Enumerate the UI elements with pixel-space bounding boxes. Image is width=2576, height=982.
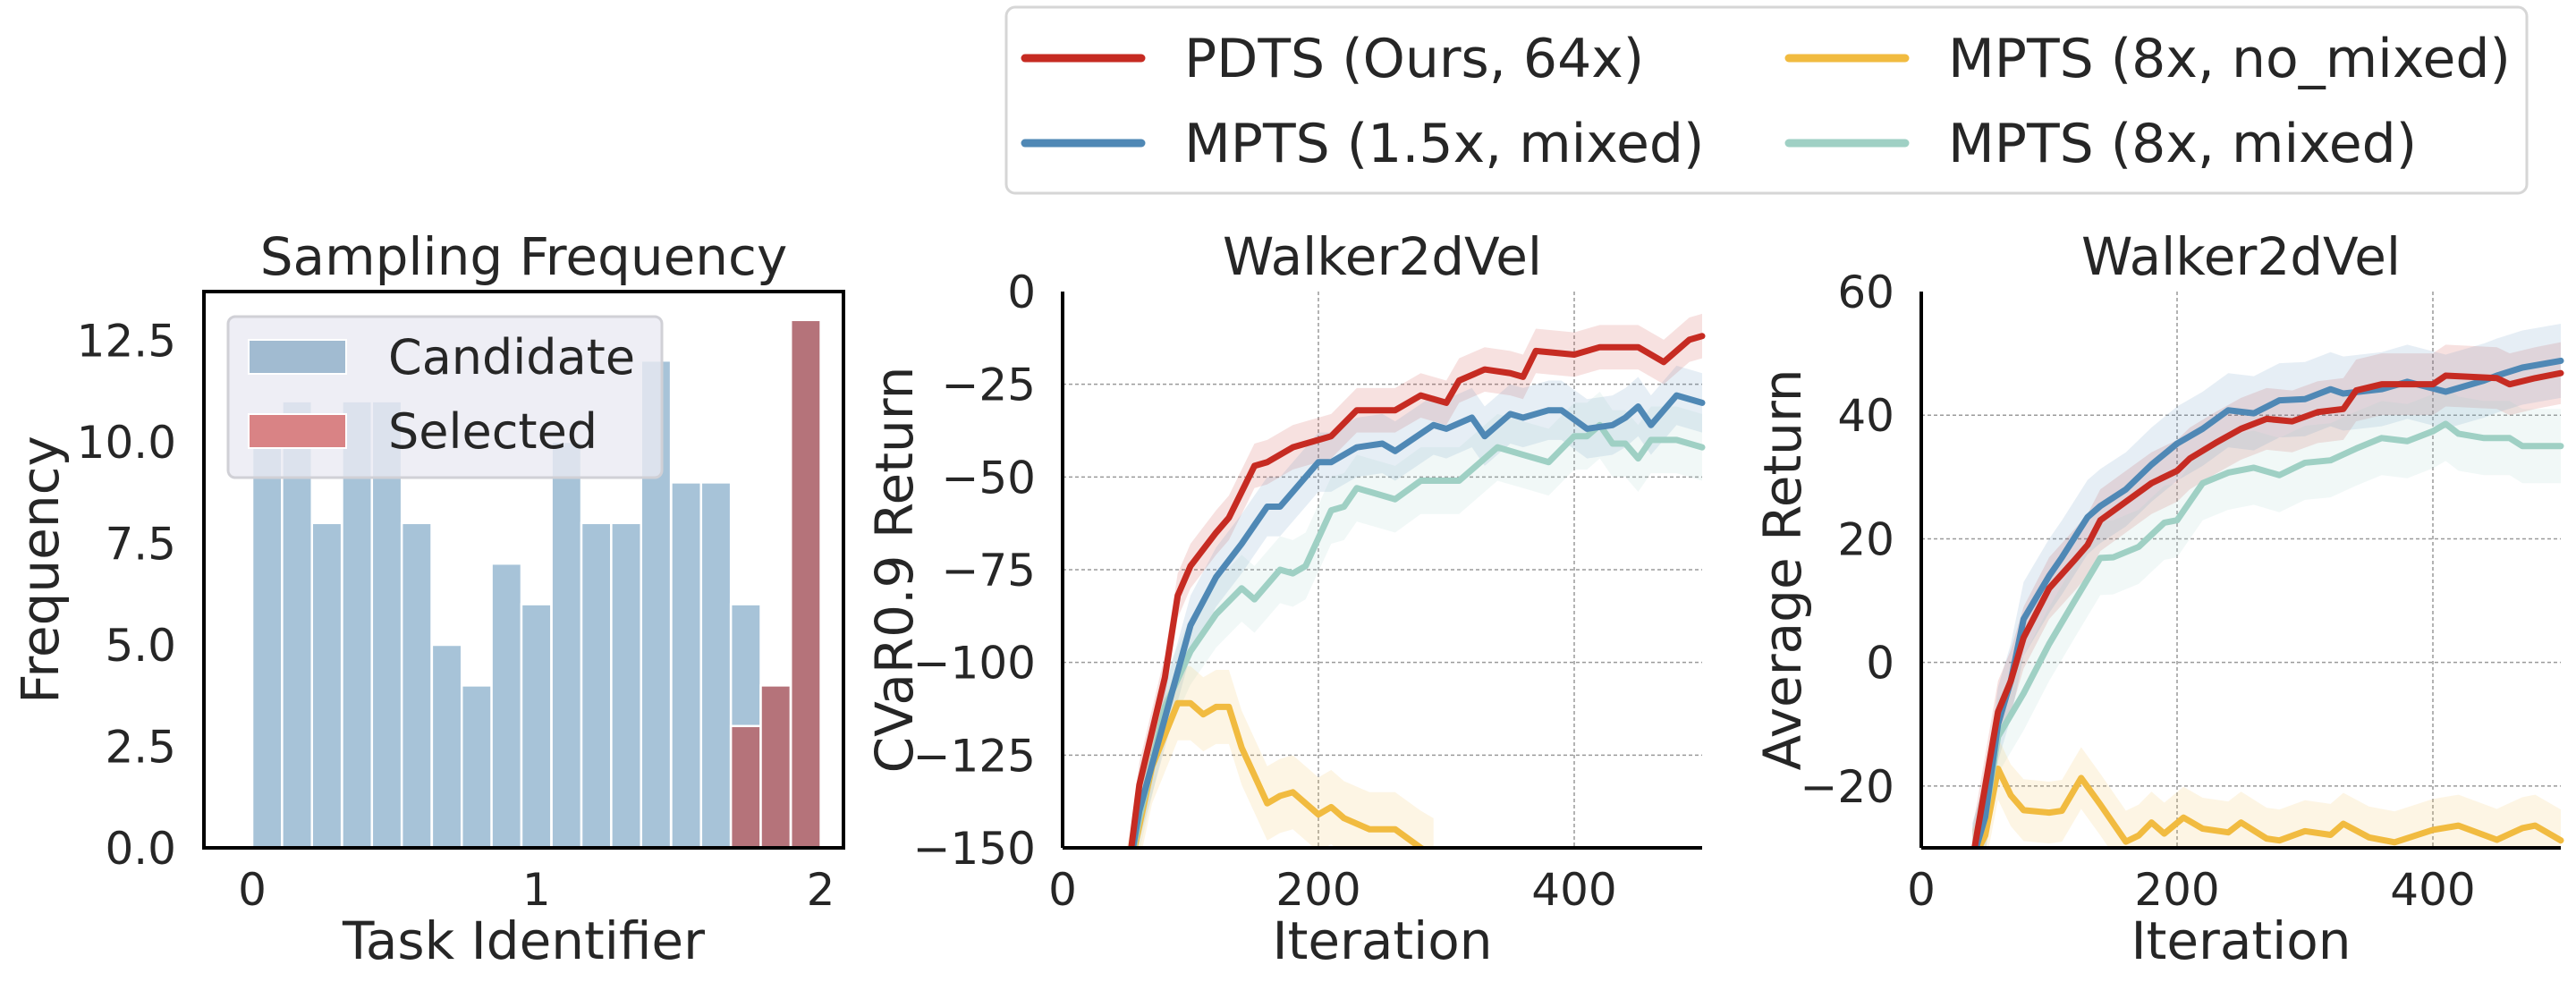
histogram-panel: Sampling Frequency Task Identifier Frequen… <box>10 226 845 971</box>
series-line <box>1975 766 2564 848</box>
confidence-band <box>1127 365 1702 848</box>
x-tick-label: 400 <box>1531 864 1616 916</box>
histogram-legend-swatch <box>248 339 347 375</box>
y-tick-label: −20 <box>1800 761 1894 813</box>
y-tick-label: 12.5 <box>77 315 176 367</box>
y-tick-label: −125 <box>913 730 1036 782</box>
series-line <box>1130 392 1706 848</box>
y-tick-label: −100 <box>913 638 1036 690</box>
series-line <box>1972 420 2564 848</box>
y-tick-label: −25 <box>941 360 1036 411</box>
series-line <box>1971 369 2564 848</box>
confidence-band <box>1972 342 2561 848</box>
series-line <box>1128 333 1706 848</box>
histogram-bar-candidate <box>460 684 493 850</box>
histogram-bar-candidate <box>580 521 613 850</box>
y-tick-label: 40 <box>1837 390 1894 442</box>
x-axis-label: Task Identifier <box>342 910 705 971</box>
x-axis-label: Iteration <box>2131 910 2351 971</box>
x-tick-label: 1 <box>522 864 551 916</box>
series-line <box>1972 357 2564 848</box>
x-tick-label: 0 <box>1048 864 1077 916</box>
x-tick-label: 0 <box>1907 864 1936 916</box>
y-tick-label: 0 <box>1866 638 1894 690</box>
histogram-legend-label: Candidate <box>388 329 635 385</box>
y-tick-label: 10.0 <box>77 417 176 469</box>
x-tick-label: 400 <box>2390 864 2475 916</box>
x-axis-label: Iteration <box>1272 910 1492 971</box>
legend-label: PDTS (Ours, 64x) <box>1184 28 1644 90</box>
y-tick-label: 0.0 <box>105 823 176 875</box>
confidence-band <box>1128 313 1702 848</box>
legend-label: MPTS (8x, mixed) <box>1948 113 2417 175</box>
histogram-bar-candidate <box>490 562 523 850</box>
histogram-bar-candidate <box>310 521 343 850</box>
y-tick-label: −75 <box>941 545 1036 597</box>
x-tick-label: 200 <box>2134 864 2219 916</box>
x-tick-label: 0 <box>238 864 267 916</box>
plot-area <box>1126 313 1706 848</box>
plot-area <box>1971 323 2564 848</box>
confidence-band <box>1972 386 2561 848</box>
histogram-bar-candidate <box>550 440 583 850</box>
y-tick-label: −150 <box>913 823 1036 875</box>
legend-label: MPTS (1.5x, mixed) <box>1184 113 1704 175</box>
axes-frame <box>202 290 845 850</box>
y-tick-label: 20 <box>1837 513 1894 565</box>
y-tick-label: 5.0 <box>105 620 176 672</box>
series-line <box>1130 421 1706 848</box>
x-tick-label: 200 <box>1275 864 1360 916</box>
histogram-bar-selected <box>729 724 762 850</box>
chart-title: Walker2dVel <box>1223 226 1542 287</box>
histogram-legend-label: Selected <box>388 403 597 460</box>
main-legend: PDTS (Ours, 64x) MPTS (8x, no_mixed) MPTS … <box>1004 5 2529 195</box>
histogram-bar-candidate <box>699 481 733 850</box>
y-axis-label: Frequency <box>10 436 71 704</box>
y-tick-label: 2.5 <box>105 721 176 773</box>
legend-label: MPTS (8x, no_mixed) <box>1948 28 2511 90</box>
histogram-bar-selected <box>759 684 792 850</box>
histogram-bar-candidate <box>610 521 642 850</box>
histogram-legend-swatch <box>248 413 347 449</box>
y-axis-label: CVaR0.9 Return <box>864 367 925 774</box>
y-axis-label: Average Return <box>1752 368 1813 770</box>
y-tick-label: −50 <box>941 452 1036 504</box>
y-tick-label: 0 <box>1007 267 1036 318</box>
series-line <box>1131 699 1428 848</box>
histogram-bar-selected <box>789 318 822 850</box>
histogram-bar-candidate <box>250 440 284 850</box>
histogram-bar-candidate <box>400 521 433 850</box>
chart-title: Sampling Frequency <box>260 226 788 287</box>
confidence-band <box>1972 737 2561 848</box>
histogram-bar-candidate <box>520 603 553 850</box>
x-tick-label: 2 <box>807 864 835 916</box>
y-tick-label: 7.5 <box>105 518 176 570</box>
y-tick-label: 60 <box>1837 267 1894 318</box>
histogram-bar-candidate <box>430 643 463 850</box>
legend-frame <box>1004 5 2529 195</box>
cvar-return-panel: Walker2dVel Iteration CVaR0.9 Return 0 200 40… <box>864 226 1706 971</box>
chart-title: Walker2dVel <box>2081 226 2401 287</box>
histogram-bar-candidate <box>670 481 703 850</box>
